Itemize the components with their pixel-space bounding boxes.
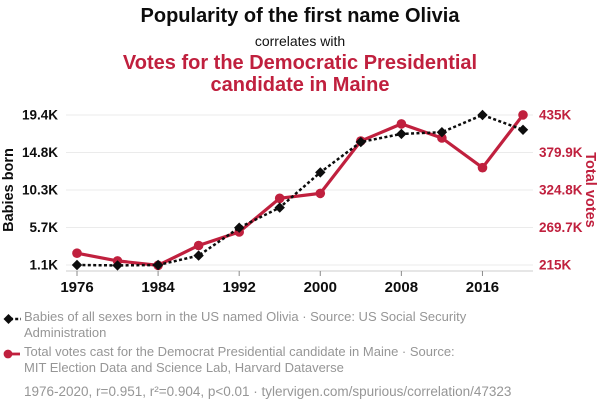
diamond-data-point-marker — [193, 250, 204, 261]
legend-votes-line-2: MIT Election Data and Science Lab, Harva… — [24, 360, 344, 375]
diamond-data-point-marker — [152, 259, 164, 271]
correlates-with-label: correlates with — [254, 33, 346, 49]
y-axis-right-tick-label: 324.8K — [539, 183, 583, 198]
circle-data-point-marker — [193, 240, 204, 251]
y-axis-left-tick-label: 19.4K — [22, 108, 58, 123]
diamond-data-point-marker — [436, 127, 448, 138]
x-axis-tick-label: 2016 — [466, 279, 499, 296]
legend-babies-line-1: Babies of all sexes born in the US named… — [24, 309, 467, 324]
y-axis-left-tick-label: 1.1K — [29, 258, 58, 273]
circle-data-point-marker — [477, 162, 488, 173]
y-axis-right-title: Total votes — [582, 152, 598, 227]
series-line-left — [76, 113, 524, 267]
y-axis-left-title: Babies born — [1, 148, 17, 232]
circle-solid-marker-icon — [3, 349, 20, 359]
series-line-right — [76, 113, 525, 267]
secondary-title: Votes for the Democratic Presidential ca… — [122, 52, 478, 96]
x-axis-tick-label: 1992 — [222, 279, 255, 296]
diamond-data-point-marker — [477, 109, 488, 121]
circle-data-point-marker — [315, 188, 326, 199]
x-axis-tick-label: 1976 — [60, 279, 93, 296]
chart-legend: Babies of all sexes born in the US named… — [3, 309, 597, 400]
y-axis-right-tick-label: 215K — [539, 258, 572, 273]
diamond-data-point-marker — [112, 260, 123, 271]
correlation-chart: Babies born Total votes 1976 1984 1992 2000… — [1, 108, 598, 297]
y-axis-right-tick-label: 435K — [539, 108, 572, 123]
x-axis-tick-label: 1984 — [141, 279, 175, 296]
legend-babies-line-2: Administration — [24, 325, 107, 340]
diamond-data-point-marker — [517, 124, 529, 135]
circle-data-point-marker — [437, 133, 447, 143]
legend-item-votes: Total votes cast for the Democrat Presid… — [3, 344, 597, 376]
y-axis-left-tick-label: 10.3K — [22, 183, 58, 198]
chart-header: Popularity of the first name Olivia corr… — [0, 4, 600, 96]
page-title: Popularity of the first name Olivia — [140, 5, 460, 27]
circle-data-point-marker — [274, 193, 285, 204]
x-axis-tick-label: 2000 — [304, 279, 337, 296]
diamond-data-point-marker — [71, 259, 83, 271]
circle-data-point-marker — [72, 248, 82, 258]
y-axis-left-tick-label: 14.8K — [22, 145, 58, 160]
circle-data-point-marker — [396, 119, 407, 129]
diamond-dashed-marker-icon — [3, 314, 21, 324]
legend-votes-line-1: Total votes cast for the Democrat Presid… — [24, 344, 455, 359]
circle-data-point-marker — [518, 110, 528, 120]
y-axis-right-tick-label: 269.7K — [539, 220, 583, 235]
legend-item-babies: Babies of all sexes born in the US named… — [3, 309, 597, 341]
diamond-data-point-marker — [274, 202, 285, 213]
footer-stats-and-url: 1976-2020, r=0.951, r²=0.904, p<0.01 · t… — [24, 384, 512, 399]
x-axis-tick-label: 2008 — [385, 279, 418, 296]
diamond-data-point-marker — [315, 167, 326, 178]
diamond-data-point-marker — [396, 128, 407, 140]
diamond-data-point-marker — [234, 222, 245, 233]
y-axis-left-tick-label: 5.7K — [29, 220, 58, 235]
y-axis-right-tick-label: 379.9K — [539, 145, 583, 160]
